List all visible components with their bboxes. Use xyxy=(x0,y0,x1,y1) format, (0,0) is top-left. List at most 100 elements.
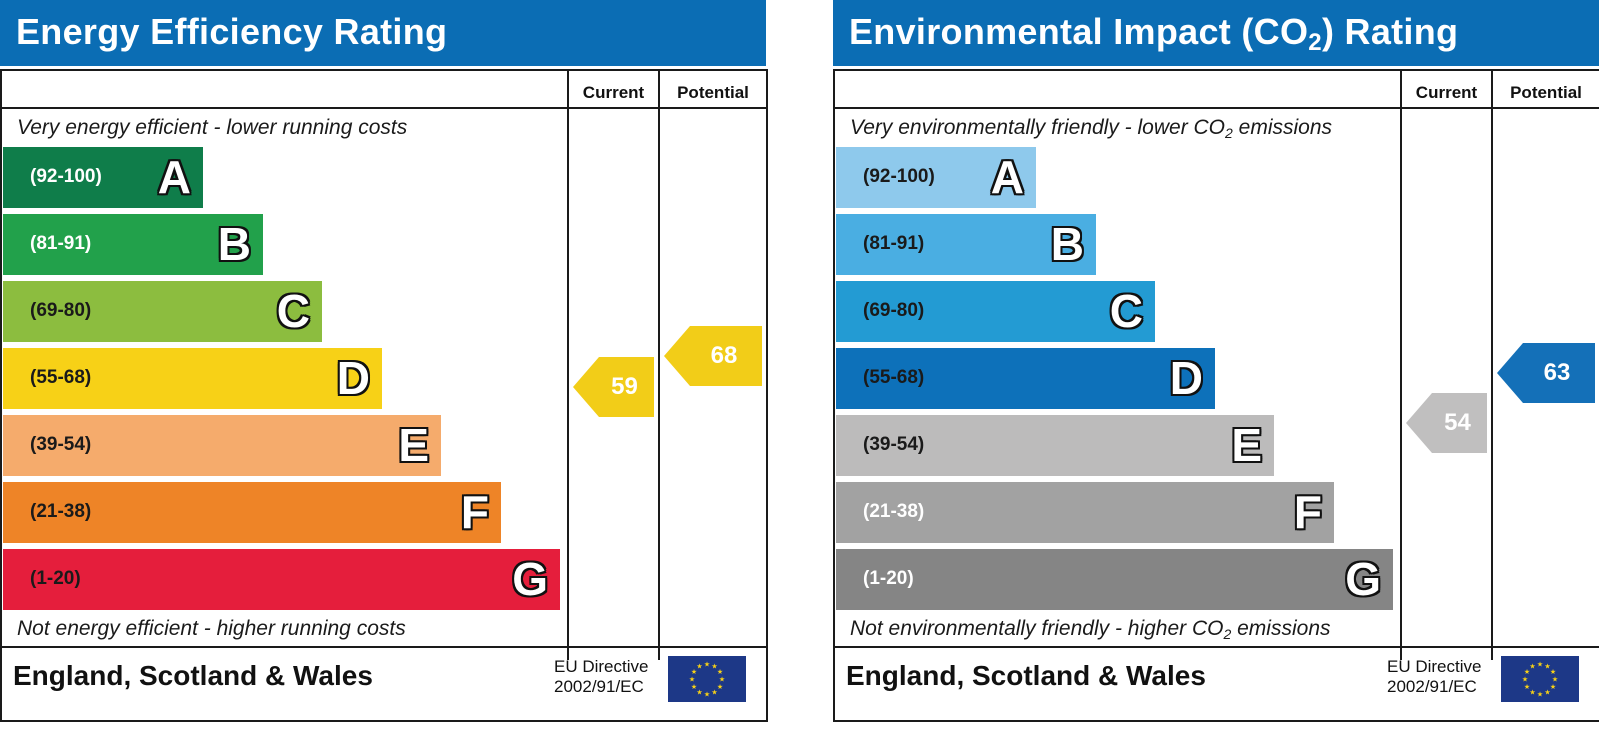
eu-star: ★ xyxy=(1537,661,1543,669)
rating-band-g: (1-20) G xyxy=(3,549,560,610)
rating-arrow-shape xyxy=(573,357,654,417)
rating-arrow-fill xyxy=(573,357,654,417)
band-range-label: (69-80) xyxy=(863,300,925,321)
band-letter: F xyxy=(1293,486,1322,538)
rating-band-e: (39-54) E xyxy=(3,415,441,476)
rating-band-f: (21-38) F xyxy=(836,482,1334,543)
band-range-label: (69-80) xyxy=(30,300,92,321)
band-letter: A xyxy=(157,151,191,203)
band-range-label: (39-54) xyxy=(30,434,92,455)
band-letter: G xyxy=(512,553,548,605)
band-letter: D xyxy=(336,352,370,404)
panel-header: Energy Efficiency Rating xyxy=(0,0,766,66)
eu-star: ★ xyxy=(1537,691,1543,699)
bottom-note: Not environmentally friendly - higher CO… xyxy=(850,617,1331,642)
column-header-current: Current xyxy=(582,83,645,102)
energy-efficiency-panel: Energy Efficiency Rating Current Potenti… xyxy=(0,0,768,722)
eu-flag-icon: ★ ★ ★ ★ ★ ★ ★ ★ ★ ★ ★ ★ xyxy=(1501,656,1579,702)
eu-star: ★ xyxy=(1552,676,1558,684)
panel-title: Energy Efficiency Rating xyxy=(16,11,448,52)
rating-band-d: (55-68) D xyxy=(3,348,382,409)
band-letter: A xyxy=(990,151,1024,203)
band-range-label: (1-20) xyxy=(30,568,81,589)
environmental-impact-panel: Environmental Impact (CO2) Rating Curren… xyxy=(833,0,1599,722)
rating-band-c: (69-80) C xyxy=(3,281,322,342)
footer-region: England, Scotland & Wales xyxy=(13,660,373,691)
current-rating-arrow: 59 xyxy=(573,357,654,417)
eu-flag-icon: ★ ★ ★ ★ ★ ★ ★ ★ ★ ★ ★ ★ xyxy=(668,656,746,702)
rating-band-c: (69-80) C xyxy=(836,281,1155,342)
eu-directive-text: EU Directive 2002/91/EC xyxy=(554,657,648,697)
eu-star: ★ xyxy=(1524,668,1530,676)
rating-arrow-shape xyxy=(1406,393,1487,453)
eu-star: ★ xyxy=(696,688,702,696)
footer-divider xyxy=(835,646,1599,648)
header-divider xyxy=(835,107,1599,109)
band-range-label: (92-100) xyxy=(863,166,935,187)
band-letter: E xyxy=(1231,419,1262,471)
band-range-label: (39-54) xyxy=(863,434,925,455)
eu-star: ★ xyxy=(704,691,710,699)
eu-star: ★ xyxy=(717,683,723,691)
rating-band-b: (81-91) B xyxy=(3,214,263,275)
eu-directive-line1: EU Directive xyxy=(1387,657,1482,676)
rating-arrow-value: 59 xyxy=(611,373,638,400)
eu-star: ★ xyxy=(1529,688,1535,696)
eu-star: ★ xyxy=(711,663,717,671)
eu-star: ★ xyxy=(717,668,723,676)
footer-divider xyxy=(2,646,766,648)
band-range-label: (55-68) xyxy=(30,367,92,388)
rating-arrow-shape xyxy=(1497,343,1595,403)
band-letter: B xyxy=(217,218,251,270)
panel-title: Environmental Impact (CO2) Rating xyxy=(849,11,1459,56)
eu-star: ★ xyxy=(691,683,697,691)
eu-star: ★ xyxy=(1524,683,1530,691)
rating-arrow-fill xyxy=(1497,343,1595,403)
rating-arrow-fill xyxy=(1406,393,1487,453)
eu-star: ★ xyxy=(719,676,725,684)
eu-star: ★ xyxy=(1544,663,1550,671)
top-note: Very environmentally friendly - lower CO… xyxy=(850,116,1333,141)
rating-arrow-value: 54 xyxy=(1444,409,1471,436)
eu-star: ★ xyxy=(1550,668,1556,676)
band-letter: F xyxy=(460,486,489,538)
band-range-label: (21-38) xyxy=(30,501,92,522)
eu-star: ★ xyxy=(704,661,710,669)
eu-star: ★ xyxy=(1550,683,1556,691)
eu-star: ★ xyxy=(711,688,717,696)
eu-star: ★ xyxy=(696,663,702,671)
band-letter: C xyxy=(276,285,310,337)
rating-band-e: (39-54) E xyxy=(836,415,1274,476)
eu-directive-line2: 2002/91/EC xyxy=(1387,677,1477,696)
rating-arrow-value: 63 xyxy=(1543,359,1571,386)
band-letter: B xyxy=(1050,218,1084,270)
rating-table: Current Potential Very energy efficient … xyxy=(0,69,768,722)
potential-rating-arrow: 68 xyxy=(664,326,762,386)
band-range-label: (21-38) xyxy=(863,501,925,522)
eu-directive-line1: EU Directive xyxy=(554,657,649,676)
rating-arrow-fill xyxy=(664,326,762,386)
top-note: Very energy efficient - lower running co… xyxy=(17,116,408,139)
rating-table: Current Potential Very environmentally f… xyxy=(833,69,1599,722)
rating-band-g: (1-20) G xyxy=(836,549,1393,610)
eu-star: ★ xyxy=(691,668,697,676)
potential-rating-arrow: 63 xyxy=(1497,343,1595,403)
column-divider xyxy=(1491,71,1493,660)
column-header-potential: Potential xyxy=(1510,83,1582,102)
band-letter: D xyxy=(1169,352,1203,404)
header-divider xyxy=(2,107,766,109)
column-header-current: Current xyxy=(1415,83,1478,102)
rating-band-d: (55-68) D xyxy=(836,348,1215,409)
rating-band-f: (21-38) F xyxy=(3,482,501,543)
band-range-label: (1-20) xyxy=(863,568,914,589)
column-divider xyxy=(567,71,569,660)
rating-arrow-shape xyxy=(664,326,762,386)
column-divider xyxy=(658,71,660,660)
band-letter: E xyxy=(398,419,429,471)
eu-star: ★ xyxy=(1529,663,1535,671)
eu-star: ★ xyxy=(689,676,695,684)
band-range-label: (81-91) xyxy=(30,233,92,254)
rating-band-b: (81-91) B xyxy=(836,214,1096,275)
eu-directive-text: EU Directive 2002/91/EC xyxy=(1387,657,1481,697)
eu-star: ★ xyxy=(1522,676,1528,684)
